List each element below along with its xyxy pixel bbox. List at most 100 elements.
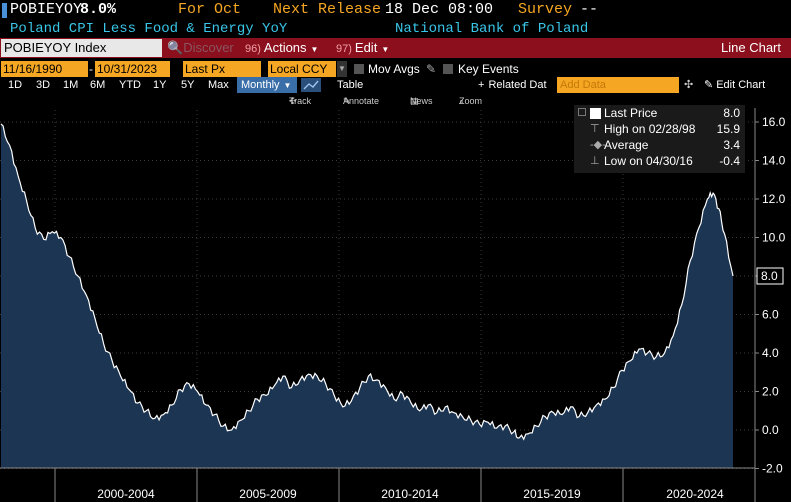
end-date-field[interactable]: 10/31/2023 [95, 61, 170, 77]
range-6m[interactable]: 6M [90, 79, 106, 91]
chart-type-label[interactable]: Line Chart [721, 40, 781, 55]
current-value: 8.0% [80, 1, 117, 18]
survey-label: Survey [518, 1, 573, 18]
mov-avgs-checkbox[interactable] [354, 64, 364, 74]
legend-high-value: 15.9 [716, 122, 740, 136]
x-tick-label: 2020-2024 [666, 487, 724, 501]
edit-chart-label: Edit Chart [716, 79, 766, 91]
series-line [0, 123, 734, 441]
y-tick-label: 0.0 [762, 423, 779, 437]
next-release-value: 18 Dec 08:00 [385, 1, 494, 18]
x-tick-label: 2000-2004 [97, 487, 155, 501]
frequency-select[interactable]: Monthly ▼ [237, 77, 297, 93]
chart-tools-bar: ✣ Track ✎ Annotate ▤ News ⌕ Zoom [0, 94, 791, 108]
legend-swatch [590, 108, 601, 119]
chart-legend: Last Price 8.0 ⊤ High on 02/28/98 15.9 -… [574, 105, 745, 173]
mov-avgs-label[interactable]: Mov Avgs [368, 62, 420, 76]
description-bar: Poland CPI Less Food & Energy YoY Nation… [0, 21, 791, 38]
series-area [1, 123, 733, 469]
frequency-label: Monthly [241, 79, 280, 91]
range-3d[interactable]: 3D [36, 79, 51, 91]
chevron-down-icon: ▼ [310, 45, 319, 54]
y-tick-label: 10.0 [762, 231, 786, 245]
actions-number: 96) [245, 43, 261, 55]
actions-menu-button[interactable]: 96) Actions ▼ [245, 39, 318, 57]
line-chart[interactable]: -2.0 0.0 2.0 4.0 6.0 8.0 10.0 12.0 14.0 16.0 2000… [0, 108, 791, 502]
pencil-icon[interactable]: ✎ [426, 62, 437, 76]
edit-number: 97) [336, 43, 352, 55]
zoom-label: Zoom [459, 96, 483, 106]
legend-average-value: 3.4 [723, 138, 740, 152]
zoom-icon: ⌕ [459, 96, 465, 106]
x-axis: 2000-2004 2005-2009 2010-2014 2015-2019 2020… [0, 467, 755, 502]
survey-value: -- [580, 1, 599, 18]
table-button[interactable]: Table [337, 79, 364, 91]
key-events-label[interactable]: Key Events [458, 62, 519, 76]
chevron-down-icon[interactable]: ▼ [337, 61, 347, 77]
related-data-button[interactable]: + Related Dat [478, 77, 547, 93]
x-tick-label: 2015-2019 [523, 487, 581, 501]
security-marker [2, 3, 7, 18]
discover-label: Discover [183, 40, 234, 55]
range-1d[interactable]: 1D [8, 79, 23, 91]
legend-last-value: 8.0 [723, 106, 740, 120]
edit-chart-button[interactable]: ✎ Edit Chart [704, 77, 765, 93]
main-toolbar: POBIEYOY Index 🔍Discover 96) Actions ▼ 97)… [0, 38, 791, 58]
add-data-input[interactable]: Add Data [557, 77, 679, 93]
price-field-select[interactable]: Last Px [183, 61, 261, 77]
settings-icon[interactable]: ✣ [684, 79, 694, 91]
discover-icon: 🔍 [167, 40, 184, 55]
x-tick-label: 2010-2014 [381, 487, 439, 501]
line-chart-icon[interactable] [301, 78, 321, 92]
legend-low-label: Low on 04/30/16 [604, 154, 693, 168]
legend-high: ⊤ High on 02/28/98 15.9 [578, 122, 743, 138]
range-ytd[interactable]: YTD [119, 79, 141, 91]
start-date-field[interactable]: 11/16/1990 [1, 61, 88, 77]
range-toolbar: 1D 3D 1M 6M YTD 1Y 5Y Max Monthly ▼ Table… [0, 77, 791, 93]
related-data-label: Related Dat [488, 79, 547, 91]
average-marker-icon: -◆- [590, 139, 606, 151]
legend-average: -◆- Average 3.4 [578, 138, 743, 154]
legend-low: ⊥ Low on 04/30/16 -0.4 [578, 154, 743, 170]
pencil-icon: ✎ [704, 79, 714, 91]
last-value-label: 8.0 [761, 269, 778, 283]
plus-icon: + [478, 79, 485, 91]
next-release-label: Next Release [273, 1, 382, 18]
last-value-marker [756, 267, 784, 285]
legend-last-price[interactable]: Last Price 8.0 [578, 106, 743, 122]
news-icon: ▤ [410, 96, 419, 106]
edit-menu-button[interactable]: 97) Edit ▼ [336, 39, 389, 57]
range-1y[interactable]: 1Y [153, 79, 167, 91]
legend-high-label: High on 02/28/98 [604, 122, 696, 136]
range-max[interactable]: Max [208, 79, 229, 91]
track-label: Track [289, 96, 312, 106]
news-label: News [410, 96, 433, 106]
currency-select[interactable]: Local CCY [268, 61, 336, 77]
y-tick-label: 14.0 [762, 154, 786, 168]
y-tick-label: 16.0 [762, 115, 786, 129]
security-description: Poland CPI Less Food & Energy YoY [10, 21, 288, 37]
chevron-down-icon: ▼ [381, 45, 390, 54]
key-events-checkbox[interactable] [443, 64, 453, 74]
range-1m[interactable]: 1M [63, 79, 79, 91]
actions-label: Actions [263, 40, 307, 55]
y-tick-label: 4.0 [762, 346, 779, 360]
input-toolbar: 11/16/1990 - 10/31/2023 Last Px Local CC… [0, 61, 791, 77]
legend-last-label: Last Price [604, 106, 658, 120]
y-tick-label: 2.0 [762, 385, 779, 399]
chevron-down-icon: ▼ [283, 81, 292, 90]
y-tick-label: -2.0 [762, 462, 783, 476]
legend-average-label: Average [604, 138, 649, 152]
annotate-icon: ✎ [343, 96, 351, 106]
high-marker-icon: ⊤ [590, 123, 600, 135]
low-marker-icon: ⊥ [590, 155, 600, 167]
security-field[interactable]: POBIEYOY Index [1, 39, 162, 57]
range-5y[interactable]: 5Y [181, 79, 195, 91]
crosshair-icon: ✣ [289, 96, 297, 106]
x-tick-label: 2005-2009 [239, 487, 297, 501]
legend-toggle[interactable] [578, 108, 586, 116]
header-bar: POBIEYOY 8.0% For Oct Next Release 18 De… [0, 0, 791, 21]
y-tick-label: 6.0 [762, 308, 779, 322]
discover-button[interactable]: 🔍Discover [163, 39, 239, 57]
data-source: National Bank of Poland [395, 21, 589, 37]
